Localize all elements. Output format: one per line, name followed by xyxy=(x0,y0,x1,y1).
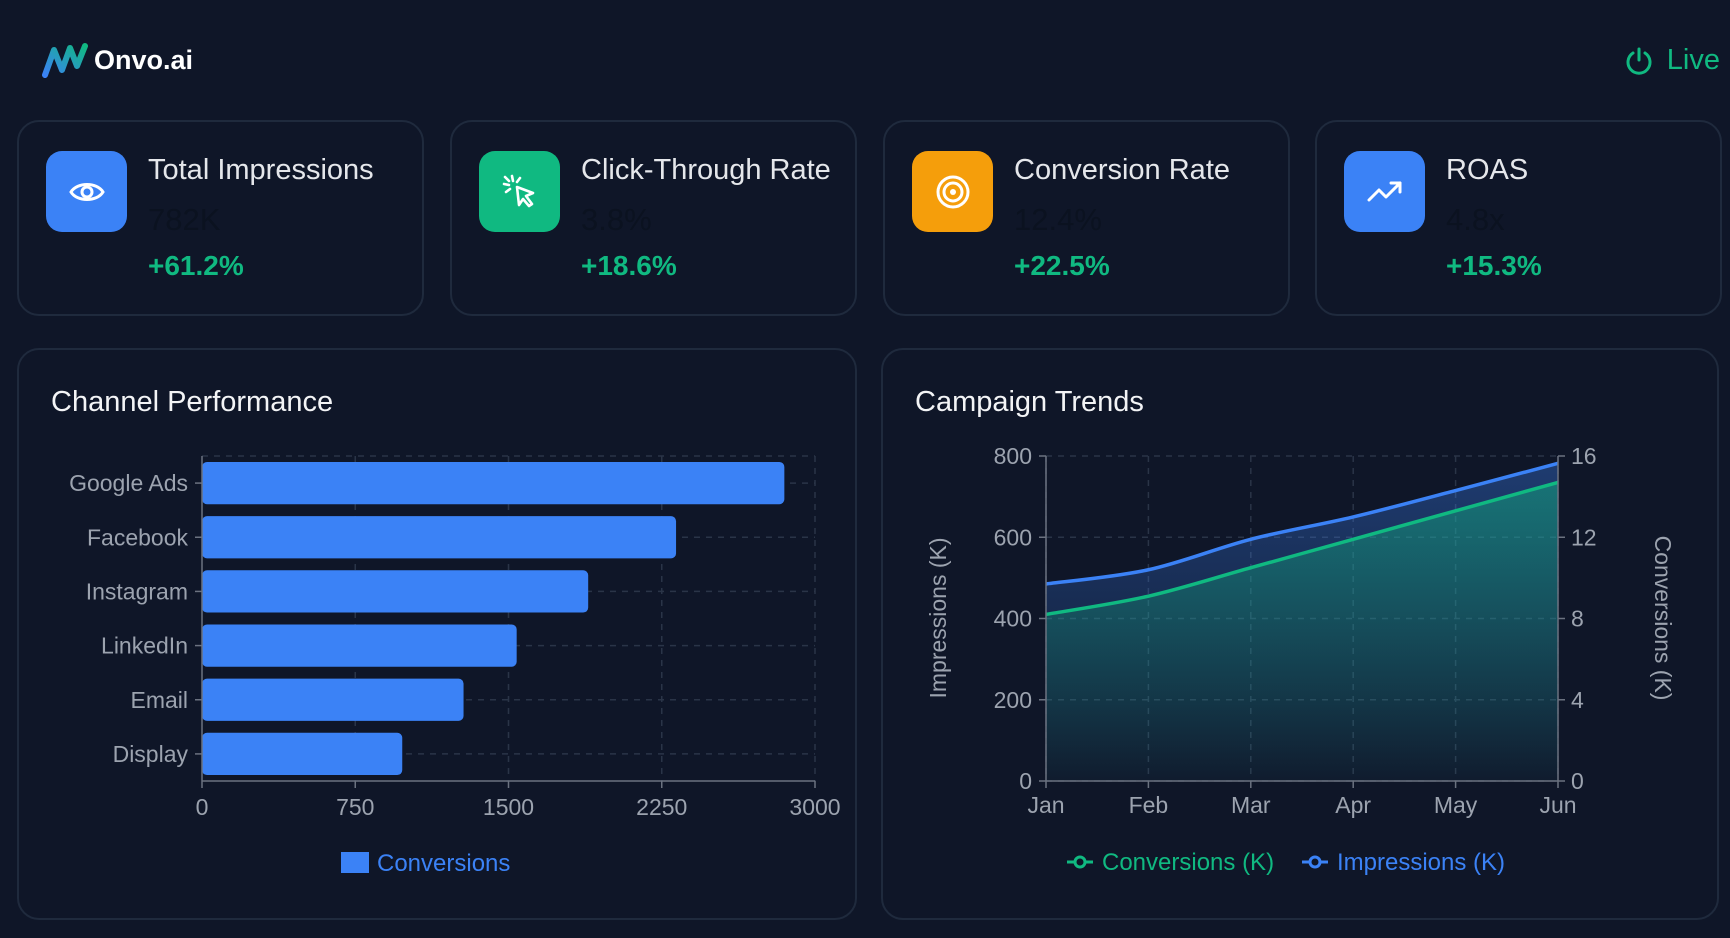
kpi-label: Total Impressions xyxy=(148,154,374,186)
kpi-value: 4.8x xyxy=(1446,202,1505,237)
x-tick-label: 3000 xyxy=(789,794,840,820)
onvo-logo-icon xyxy=(42,43,88,78)
y-tick-label: Google Ads xyxy=(69,470,188,496)
trending-up-icon xyxy=(1344,151,1425,232)
y-axis-title: Impressions (K) xyxy=(925,537,951,698)
campaign-trends-panel: Jan Feb Mar Apr May Jun 0 200 400 600 800 0 4 8 12 16 Im… xyxy=(881,348,1719,920)
impressions-line xyxy=(1045,461,1559,586)
eye-icon xyxy=(46,151,127,232)
campaign-trends-chart: Jan Feb Mar Apr May Jun02004006008000481216Im… xyxy=(925,443,1676,876)
conversions-line xyxy=(1045,480,1559,617)
channel-performance-panel: 0 750 1500 2250 3000 Google Ads Facebook Instag… xyxy=(17,348,857,920)
kpi-label: Conversion Rate xyxy=(1014,154,1230,186)
bar xyxy=(202,624,517,667)
power-icon xyxy=(1626,47,1652,75)
y-tick-label: Facebook xyxy=(87,524,189,550)
x-tick-label: 0 xyxy=(196,794,209,820)
live-status[interactable]: Live xyxy=(1625,44,1720,77)
kpi-value: 12.4% xyxy=(1014,202,1102,237)
y-tick-label: 800 xyxy=(994,443,1032,469)
kpi-label: Click-Through Rate xyxy=(581,154,831,186)
header: Onvo.ai Live xyxy=(0,0,1730,110)
cursor-click-icon xyxy=(479,151,560,232)
legend-dot-conversions xyxy=(1073,855,1087,869)
y-tick-label: 200 xyxy=(994,687,1032,713)
kpi-card-roas[interactable]: ROAS 4.8x +15.3% xyxy=(1315,120,1722,316)
brand-logo[interactable]: Onvo.ai xyxy=(42,42,193,78)
kpi-card-conversion-rate[interactable]: Conversion Rate 12.4% +22.5% xyxy=(883,120,1290,316)
x-tick-label: May xyxy=(1434,792,1478,818)
y-tick-label: 400 xyxy=(994,606,1032,632)
target-icon xyxy=(912,151,993,232)
bar xyxy=(202,732,403,776)
kpi-value: 3.8% xyxy=(581,202,652,237)
legend-label-impressions: Impressions (K) xyxy=(1337,849,1505,876)
x-tick-label: Jun xyxy=(1539,792,1576,818)
conversions-area xyxy=(1046,482,1558,781)
y-tick-label: 0 xyxy=(1019,768,1032,794)
y-tick-label: 600 xyxy=(994,524,1032,550)
y2-axis-title: Conversions (K) xyxy=(1650,536,1676,701)
legend-label: Conversions xyxy=(377,850,510,877)
y-tick-label: Email xyxy=(130,687,188,713)
x-tick-label: Jan xyxy=(1027,792,1064,818)
legend-swatch xyxy=(341,852,369,873)
kpi-label: ROAS xyxy=(1446,154,1529,186)
legend-dot-impressions xyxy=(1308,855,1322,869)
bar xyxy=(202,570,589,613)
x-tick-label: 2250 xyxy=(636,794,687,820)
panel-title: Campaign Trends xyxy=(915,386,1144,418)
y-tick-label: LinkedIn xyxy=(101,633,188,659)
x-tick-label: Feb xyxy=(1129,792,1169,818)
x-tick-label: 750 xyxy=(336,794,374,820)
kpi-change: +22.5% xyxy=(1014,250,1110,281)
x-tick-label: Mar xyxy=(1231,792,1271,818)
y2-tick-label: 8 xyxy=(1571,606,1584,632)
y2-tick-label: 16 xyxy=(1571,443,1597,469)
bar xyxy=(202,461,785,505)
live-label: Live xyxy=(1666,44,1720,76)
y-tick-label: Instagram xyxy=(86,578,188,604)
bar xyxy=(202,678,464,721)
kpi-card-total-impressions[interactable]: Total Impressions 782K +61.2% xyxy=(17,120,424,316)
y2-tick-label: 0 xyxy=(1571,768,1584,794)
legend-label-conversions: Conversions (K) xyxy=(1102,849,1274,876)
x-tick-label: 1500 xyxy=(483,794,534,820)
y2-tick-label: 4 xyxy=(1571,687,1584,713)
brand-name: Onvo.ai xyxy=(94,44,194,75)
y-tick-label: Display xyxy=(113,741,189,767)
kpi-value: 782K xyxy=(148,202,221,237)
y2-tick-label: 12 xyxy=(1571,524,1597,550)
bar xyxy=(202,516,677,559)
kpi-change: +61.2% xyxy=(148,250,244,281)
x-tick-label: Apr xyxy=(1335,792,1371,818)
kpi-change: +15.3% xyxy=(1446,250,1542,281)
channel-performance-chart: 0 750 1500 2250 3000 Google Ads Facebook Instag… xyxy=(69,455,841,877)
panel-title: Channel Performance xyxy=(51,386,334,418)
kpi-change: +18.6% xyxy=(581,250,677,281)
kpi-card-click-through-rate[interactable]: Click-Through Rate 3.8% +18.6% xyxy=(450,120,857,316)
